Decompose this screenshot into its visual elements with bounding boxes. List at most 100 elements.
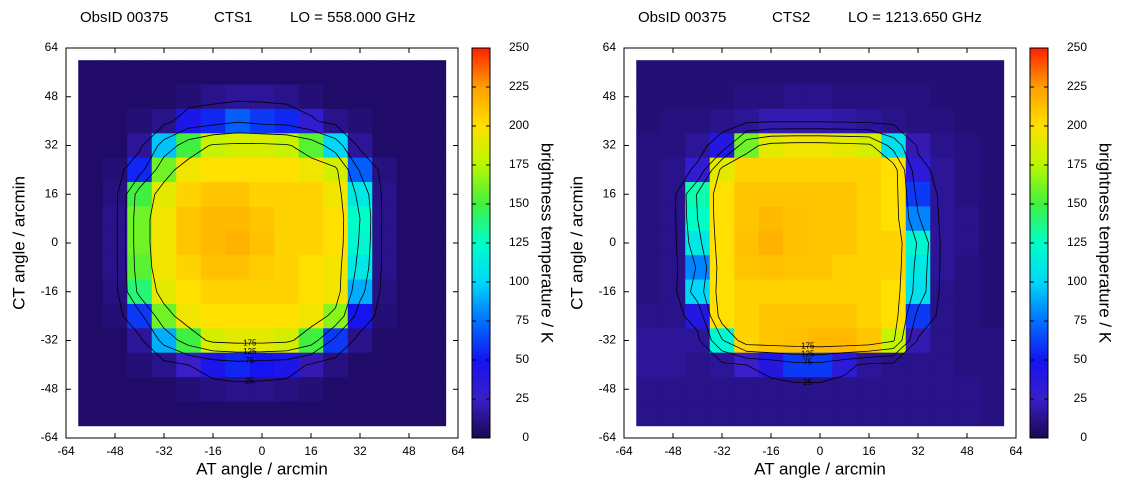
heatmap-cell (274, 157, 300, 183)
heatmap-cell (709, 60, 735, 85)
y-tick-label: 0 (609, 235, 616, 249)
heatmap-cell (176, 157, 202, 183)
colorbar-tick-label: 125 (509, 235, 529, 249)
heatmap-cell (660, 157, 686, 183)
x-tick-label: -32 (155, 444, 173, 458)
heatmap-cell (372, 352, 398, 378)
contour-label: 75 (803, 358, 812, 367)
heatmap-cell (200, 108, 226, 134)
heatmap-cell (372, 133, 398, 159)
heatmap-cell (274, 255, 300, 280)
heatmap-cell (783, 303, 809, 329)
heatmap-cell (709, 84, 735, 110)
heatmap-cell (660, 377, 686, 402)
heatmap-cell (930, 352, 956, 378)
heatmap-cell (200, 401, 226, 427)
heatmap-cell (151, 206, 177, 232)
colorbar-tick-label: 225 (1067, 79, 1087, 93)
heatmap-cell (905, 157, 931, 183)
heatmap-cell (881, 303, 907, 329)
heatmap-cell (421, 60, 447, 85)
heatmap-cell (660, 206, 686, 232)
heatmap-cell (930, 279, 956, 305)
heatmap-cell (734, 60, 760, 85)
heatmap-cell (807, 401, 833, 427)
y-tick-label: 64 (603, 40, 617, 54)
heatmap-cell (636, 157, 662, 183)
heatmap-cell (881, 60, 907, 85)
heatmap-cell (225, 84, 251, 110)
heatmap-cell (832, 182, 858, 207)
heatmap-cell (709, 377, 735, 402)
heatmap-cell (709, 401, 735, 427)
y-tick-label: 32 (603, 138, 617, 152)
colorbar-tick-label: 0 (1080, 430, 1087, 444)
colorbar-tick-label: 125 (1067, 235, 1087, 249)
heatmap-cell (832, 279, 858, 305)
colorbar-tick-label: 75 (516, 313, 530, 327)
heatmap-cell (832, 401, 858, 427)
heatmap-cell (225, 230, 251, 256)
y-tick-label: -48 (41, 381, 59, 395)
heatmap-cell (660, 182, 686, 207)
colorbar-label: brightness temperature / K (1096, 143, 1115, 344)
heatmap-cell (660, 255, 686, 280)
x-tick-label: 32 (911, 444, 925, 458)
heatmap-cell (225, 182, 251, 207)
heatmap-cell (930, 157, 956, 183)
x-tick-label: 32 (353, 444, 367, 458)
heatmap-cell (421, 255, 447, 280)
contour-line (116, 100, 383, 383)
heatmap-cell (78, 60, 104, 85)
heatmap-cell (78, 279, 104, 305)
heatmap-cell (636, 352, 662, 378)
heatmap-cell (225, 133, 251, 159)
heatmap-cell (930, 60, 956, 85)
heatmap-cell (930, 206, 956, 232)
heatmap-cell (709, 182, 735, 207)
heatmap-cell (274, 182, 300, 207)
heatmap-cell (421, 206, 447, 232)
heatmap-cell (298, 328, 324, 354)
y-tick-label: -16 (599, 284, 617, 298)
heatmap-cell (372, 303, 398, 329)
heatmap-cell (249, 182, 275, 207)
colorbar-tick-label: 175 (509, 157, 529, 171)
heatmap-cell (709, 352, 735, 378)
heatmap-cell (660, 230, 686, 256)
x-axis-label: AT angle / arcmin (196, 459, 328, 478)
heatmap-cell (421, 84, 447, 110)
heatmap-cell (979, 377, 1005, 402)
heatmap-cell (905, 230, 931, 256)
heatmap-cell (905, 352, 931, 378)
heatmap-cell (347, 60, 373, 85)
heatmap-cell (249, 279, 275, 305)
heatmap-cell (685, 182, 711, 207)
heatmap-cell (396, 133, 422, 159)
heatmap-cell (347, 84, 373, 110)
heatmap-cell (636, 206, 662, 232)
heatmap-cell (151, 84, 177, 110)
heatmap-cell (127, 401, 153, 427)
heatmap-cell (807, 377, 833, 402)
heatmap-cell (347, 303, 373, 329)
heatmap-cell (200, 377, 226, 402)
heatmap-cell (636, 182, 662, 207)
heatmap-cell (881, 352, 907, 378)
heatmap-cell (200, 279, 226, 305)
y-tick-label: -32 (41, 333, 59, 347)
chart-title: ObsID 00375 (638, 9, 726, 26)
heatmap-cell (102, 133, 128, 159)
heatmap-cell (151, 377, 177, 402)
heatmap-cell (660, 328, 686, 354)
heatmap-cell (807, 60, 833, 85)
heatmap-cell (225, 255, 251, 280)
heatmap-cell (372, 84, 398, 110)
heatmap-cell (783, 255, 809, 280)
heatmap-cell (372, 60, 398, 85)
heatmap-cell (685, 60, 711, 85)
heatmap-cell (298, 206, 324, 232)
heatmap-cell (421, 157, 447, 183)
heatmap-cell (856, 230, 882, 256)
